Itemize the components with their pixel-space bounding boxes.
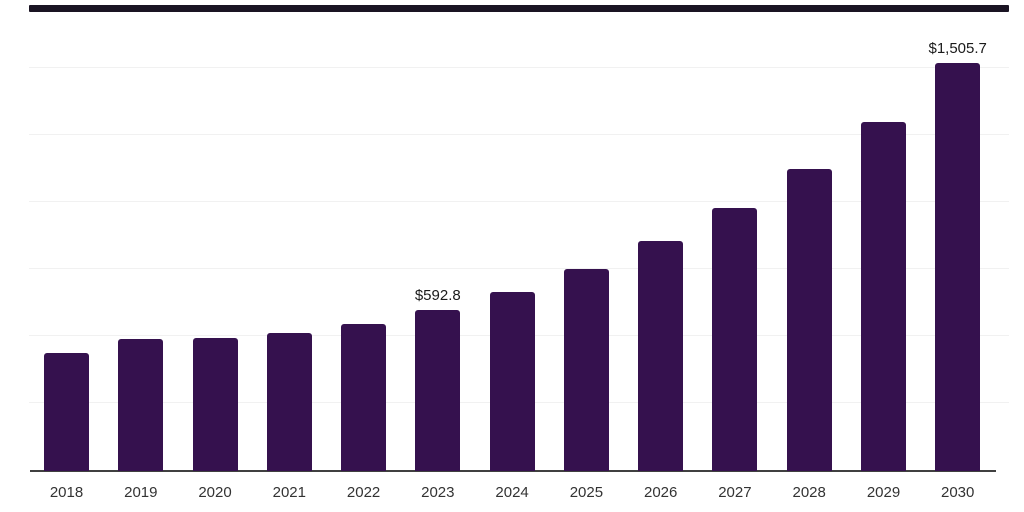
value-label-2023: $592.8: [414, 287, 461, 305]
x-tick-label-2022: 2022: [346, 484, 381, 501]
x-tick-label-2023: 2023: [421, 484, 455, 501]
x-tick-label-2029: 2029: [866, 484, 901, 501]
bar-2023: [415, 310, 461, 471]
x-tick-label-2020: 2020: [198, 484, 232, 501]
bar-2020: [192, 337, 238, 471]
chart-top-border: [29, 5, 1009, 12]
x-tick-label-2030: 2030: [941, 484, 975, 501]
x-tick-label-2019: 2019: [124, 484, 158, 501]
bar-2029: [861, 121, 906, 471]
x-tick-label-2021: 2021: [272, 484, 306, 501]
value-label-2030: $1,505.7: [928, 40, 987, 57]
bar-2025: [563, 268, 609, 471]
bar-2019: [118, 339, 164, 471]
x-tick-label-2024: 2024: [495, 484, 529, 501]
x-tick-label-2028: 2028: [792, 484, 826, 501]
bar-2018: [44, 353, 89, 471]
bar-2027: [712, 208, 758, 471]
bar-2030: [935, 63, 981, 471]
gridline: [29, 67, 1009, 68]
x-tick-label-2027: 2027: [718, 484, 752, 501]
bar-2021: [266, 333, 312, 471]
x-axis-line: [30, 470, 996, 472]
bar-2022: [341, 324, 387, 471]
gridline: [29, 268, 1009, 269]
gridline: [29, 201, 1009, 202]
bar-2028: [786, 168, 832, 471]
x-tick-label-2018: 2018: [49, 484, 84, 501]
x-tick-label-2025: 2025: [569, 484, 604, 501]
x-tick-label-2026: 2026: [644, 484, 678, 501]
gridline: [29, 134, 1009, 135]
bar-2026: [638, 240, 684, 471]
bar-2024: [489, 292, 535, 471]
